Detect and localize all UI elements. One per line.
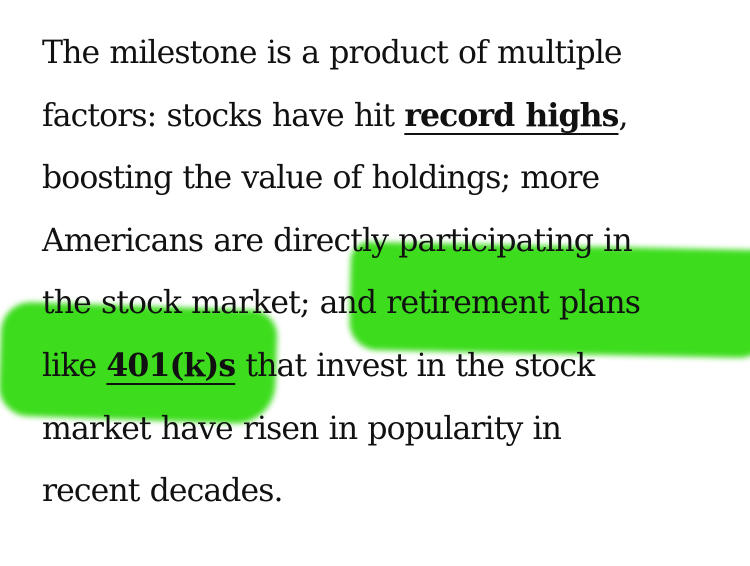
paragraph-line-7: market have risen in popularity in bbox=[42, 410, 562, 447]
paragraph-line-3: boosting the value of holdings; more bbox=[42, 160, 600, 197]
record-highs-link[interactable]: record highs bbox=[404, 96, 619, 134]
article-paragraph: The milestone is a product of multiple f… bbox=[42, 22, 732, 523]
line-text: , bbox=[618, 97, 628, 134]
line-text: factors: stocks have hit bbox=[42, 97, 405, 134]
paragraph-line-5: the stock market; and retirement plans bbox=[42, 285, 641, 322]
paragraph-line-2: factors: stocks have hit record highs, bbox=[42, 85, 732, 148]
line-text: that invest in the stock bbox=[235, 347, 595, 384]
paragraph-line-6: like 401(k)s that invest in the stock bbox=[42, 335, 732, 398]
paragraph-line-4: Americans are directly participating in bbox=[42, 222, 633, 259]
paragraph-line-1: The milestone is a product of multiple bbox=[42, 35, 623, 71]
paragraph-line-8: recent decades. bbox=[42, 473, 284, 510]
line-text: like bbox=[42, 347, 107, 384]
401k-link[interactable]: 401(k)s bbox=[106, 346, 236, 384]
